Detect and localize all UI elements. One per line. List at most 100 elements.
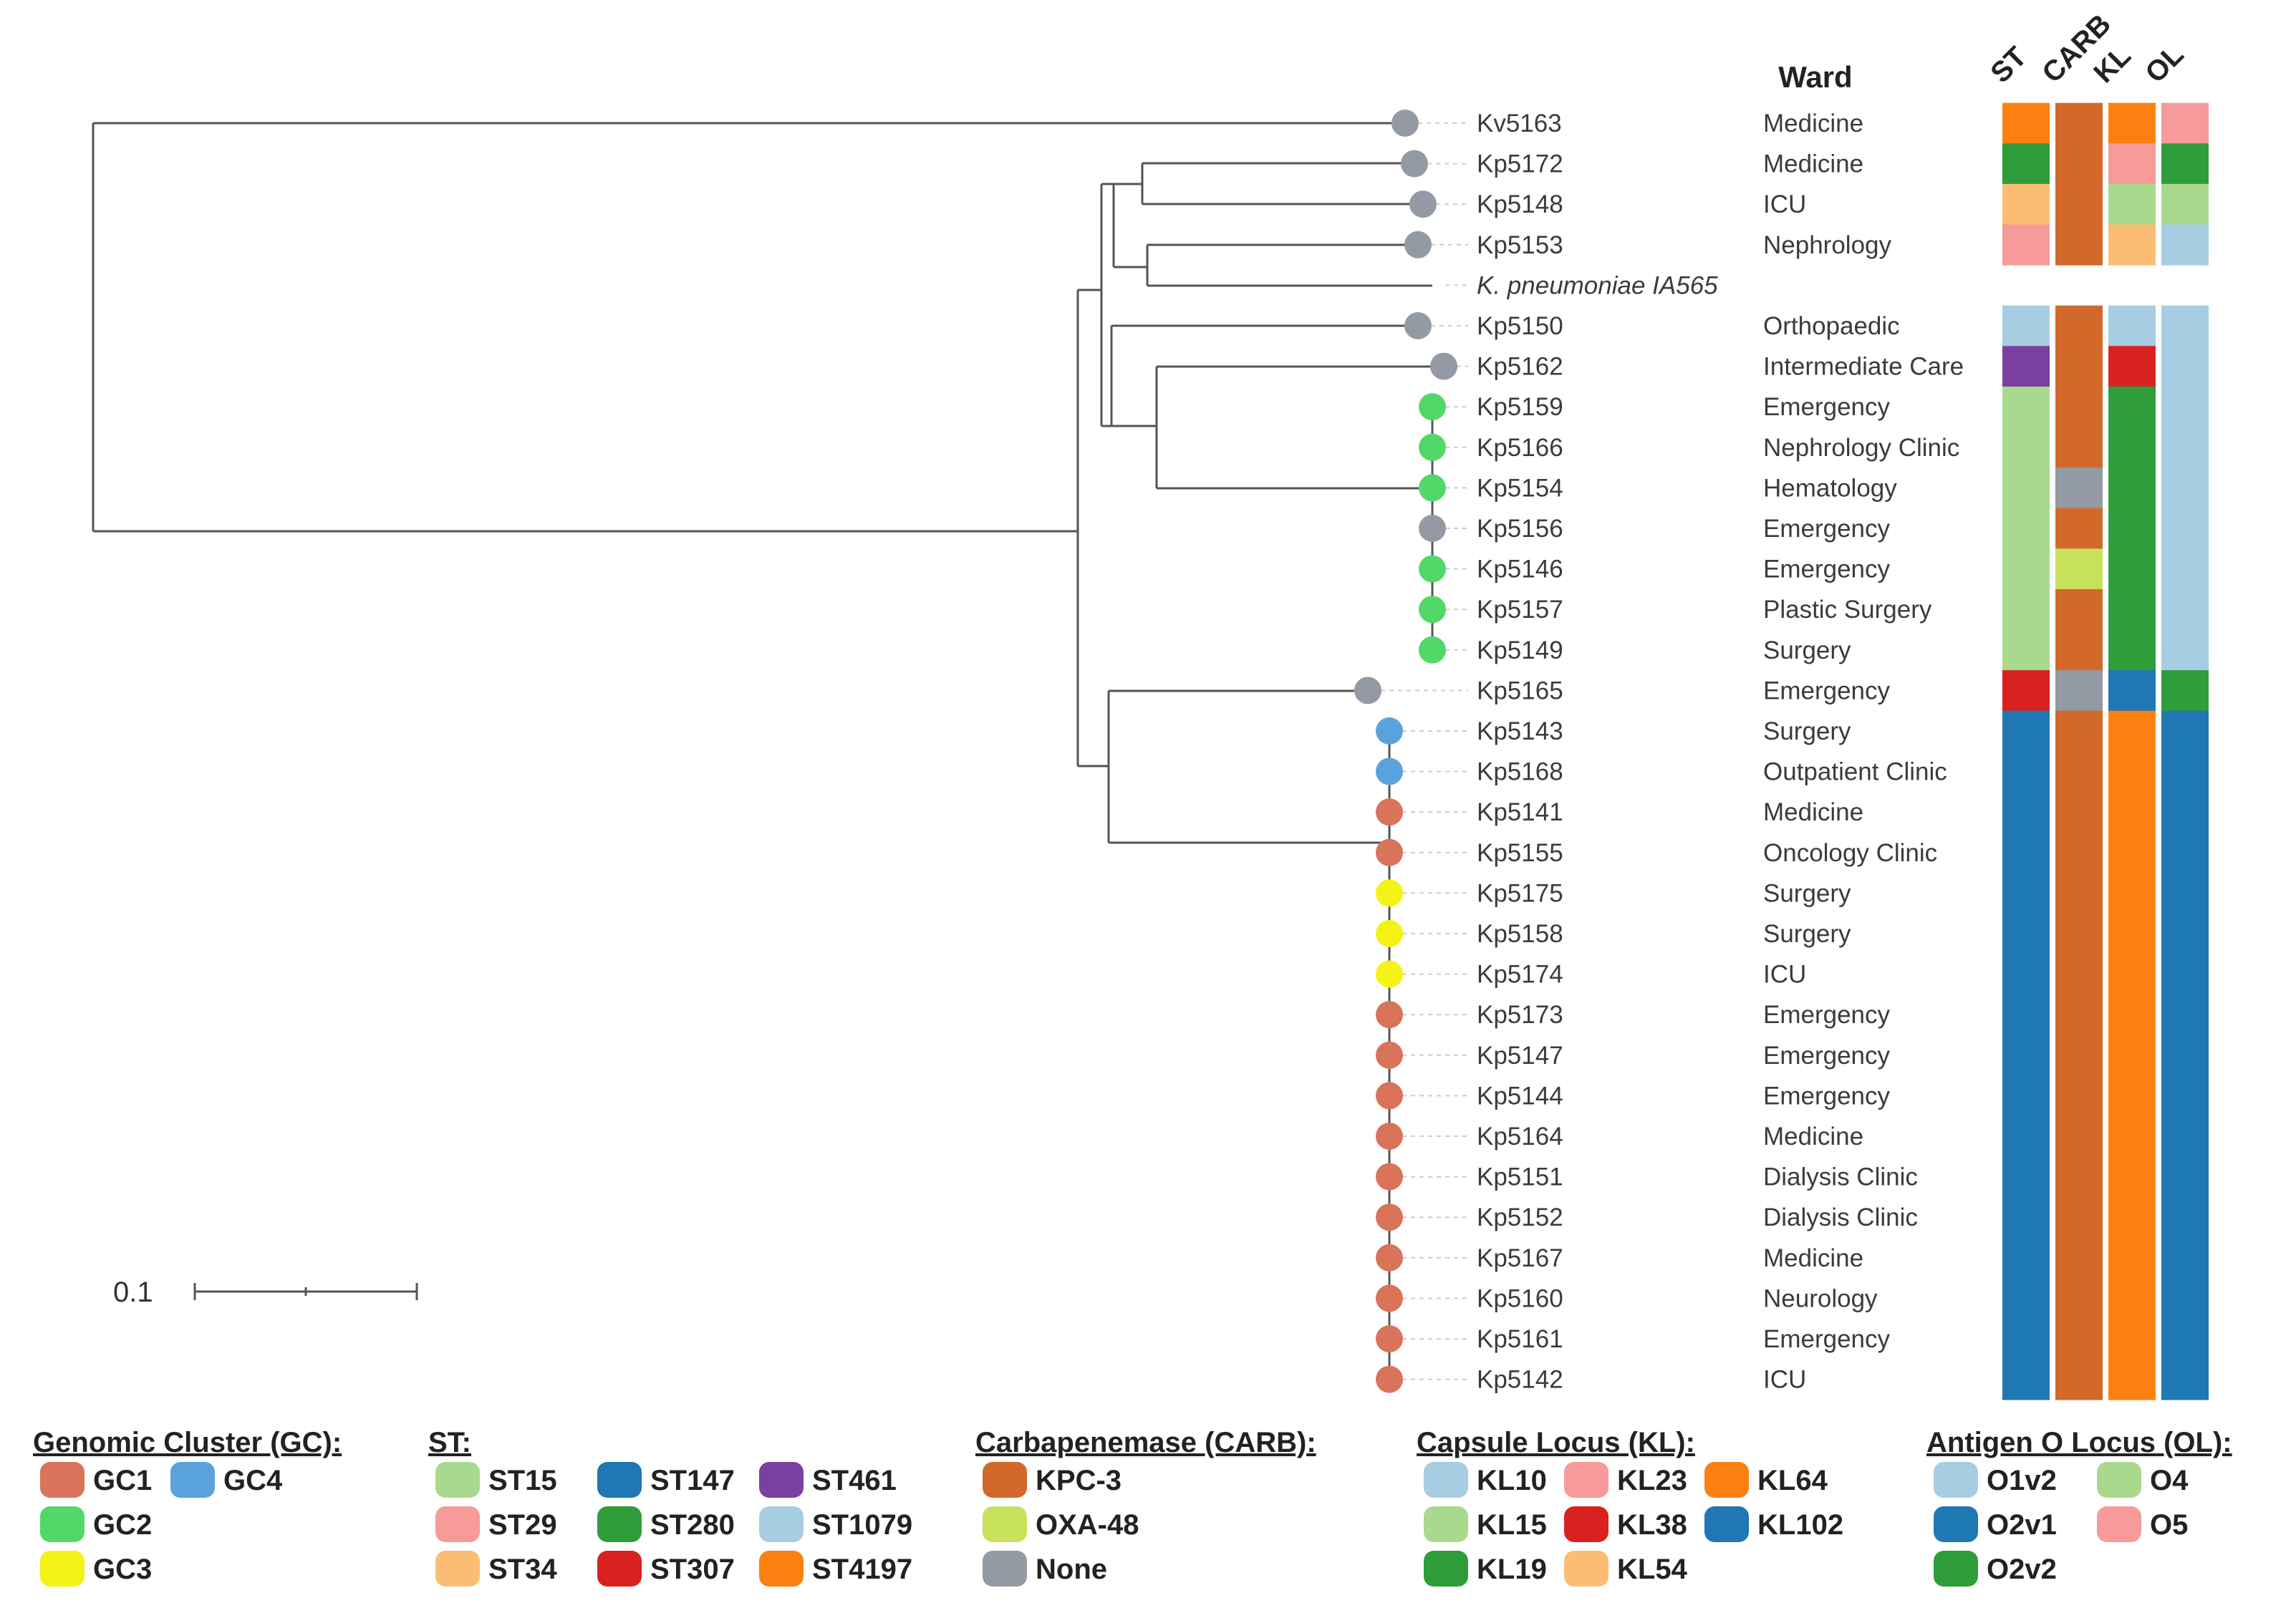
heatmap-cell-st	[2002, 427, 2050, 468]
tip-node-GC1	[1376, 1244, 1403, 1272]
heatmap-cell-kl	[2108, 589, 2156, 631]
tip-label: K. pneumoniae IA565	[1477, 271, 1718, 299]
heatmap-cell-st	[2002, 1115, 2050, 1157]
heatmap-cell-carb	[2055, 427, 2103, 468]
heatmap-cell-kl	[2108, 791, 2156, 833]
tree-nodes	[1354, 110, 1457, 1393]
heatmap-cell-carb	[2055, 1156, 2103, 1198]
heatmap-cell-carb	[2055, 1278, 2103, 1319]
tree-branches	[92, 122, 1468, 1380]
legend-label: O4	[2150, 1465, 2189, 1496]
tip-node-none	[1391, 110, 1419, 137]
ward-label: ICU	[1763, 1366, 1806, 1394]
heatmap-cell-kl	[2108, 670, 2156, 712]
heatmap-cell-st	[2002, 629, 2050, 671]
legend-swatch	[40, 1551, 85, 1587]
legend-title-carb: Carbapenemase (CARB):	[975, 1427, 1316, 1458]
ward-label: Surgery	[1763, 879, 1851, 907]
ward-label: Emergency	[1763, 1042, 1891, 1070]
ward-label: ICU	[1763, 190, 1806, 218]
heatmap-cell-carb	[2055, 386, 2103, 428]
ward-header: Ward	[1778, 60, 1852, 94]
heatmap-cell-carb	[2055, 1196, 2103, 1239]
heatmap-cell-ol	[2161, 832, 2209, 873]
heatmap-cell-carb	[2055, 832, 2103, 873]
heatmap-cell-carb	[2055, 954, 2103, 995]
heatmap-cell-ol	[2161, 183, 2209, 226]
tip-label: Kp5174	[1477, 961, 1563, 989]
heatmap-cell-ol	[2161, 386, 2209, 428]
tip-label: Kp5164	[1477, 1123, 1563, 1151]
heatmap-cell-st	[2002, 468, 2050, 509]
heatmap-cell-carb	[2055, 346, 2103, 387]
ward-label: Nephrology Clinic	[1763, 434, 1959, 462]
ward-label: Emergency	[1763, 393, 1891, 421]
tip-node-GC1	[1376, 838, 1403, 866]
ward-label: Medicine	[1763, 798, 1863, 826]
legend-swatch	[983, 1506, 1027, 1542]
heatmap-cell-carb	[2055, 305, 2103, 347]
heatmap-cell-ol	[2161, 791, 2209, 833]
heatmap-cell-ol	[2161, 1237, 2209, 1279]
heatmap-cell-st	[2002, 873, 2050, 914]
tip-label: Kp5172	[1477, 150, 1563, 178]
heatmap-cell-kl	[2108, 832, 2156, 873]
legend-swatch	[759, 1551, 804, 1587]
heatmap-cell-kl	[2108, 710, 2156, 752]
tip-label: Kp5160	[1477, 1284, 1563, 1312]
heatmap-cell-carb	[2055, 1237, 2103, 1279]
ward-label: Emergency	[1763, 515, 1891, 543]
tip-label: Kv5163	[1477, 110, 1562, 137]
tip-label: Kp5162	[1477, 353, 1563, 381]
tip-node-GC2	[1419, 474, 1446, 502]
tip-node-GC1	[1376, 1123, 1403, 1150]
heatmap-cell-st	[2002, 143, 2050, 185]
heatmap-cell-kl	[2108, 427, 2156, 468]
tip-node-GC1	[1376, 798, 1403, 826]
legend-swatch	[1704, 1462, 1749, 1498]
tip-label: Kp5175	[1477, 879, 1563, 907]
legend-swatch	[1424, 1551, 1468, 1587]
legend-label: ST280	[650, 1509, 735, 1541]
tip-node-none	[1430, 352, 1457, 380]
tip-labels: Kv5163 Kp5172 Kp5148 Kp5153 K. pneumoniae IA…	[1477, 110, 1718, 1394]
tip-node-GC4	[1376, 717, 1403, 745]
legend-swatch	[1564, 1551, 1608, 1587]
legend-label: GC2	[93, 1509, 152, 1541]
ward-labels: Medicine Medicine ICU Nephrology Orthopaedic…	[1763, 110, 1964, 1394]
heatmap-cell-carb	[2055, 1359, 2103, 1400]
tip-label: Kp5165	[1477, 677, 1563, 704]
heatmap-cell-carb	[2055, 468, 2103, 509]
scale-bar: 0.1	[113, 1277, 418, 1308]
column-header-ol: OL	[2139, 39, 2189, 89]
legend-title-st: ST:	[428, 1427, 471, 1458]
heatmap-cell-ol	[2161, 629, 2209, 671]
legend-swatch	[1564, 1462, 1608, 1498]
heatmap-cell-carb	[2055, 994, 2103, 1036]
heatmap-cell-ol	[2161, 670, 2209, 712]
heatmap-cell-ol	[2161, 548, 2209, 590]
legend-label: ST34	[488, 1554, 557, 1585]
heatmap-cell-st	[2002, 1237, 2050, 1279]
heatmap-cell-st	[2002, 305, 2050, 347]
legend-label: KL38	[1617, 1509, 1687, 1541]
heatmap-cell-carb	[2055, 1075, 2103, 1117]
tip-node-GC1	[1376, 1082, 1403, 1110]
heatmap-cell-kl	[2108, 305, 2156, 347]
heatmap-cell-st	[2002, 791, 2050, 833]
legend-title-kl: Capsule Locus (KL):	[1417, 1427, 1695, 1458]
legend-label: KL64	[1757, 1465, 1828, 1496]
tip-label: Kp5147	[1477, 1042, 1563, 1070]
heatmap-cell-st	[2002, 1278, 2050, 1319]
legend-label: None	[1036, 1554, 1107, 1585]
heatmap-cell-kl	[2108, 102, 2156, 144]
ward-label: Intermediate Care	[1763, 353, 1964, 381]
legend-swatch	[435, 1506, 480, 1542]
ward-label: Surgery	[1763, 636, 1851, 664]
legends: Genomic Cluster (GC): GC1 GC4 GC2 GC3 ST: ST15…	[33, 1427, 2232, 1587]
legend-label: ST147	[650, 1465, 735, 1496]
ward-label: Medicine	[1763, 1123, 1863, 1151]
legend-label: ST15	[488, 1465, 557, 1496]
legend-swatch	[983, 1551, 1027, 1587]
tip-node-GC1	[1376, 1001, 1403, 1029]
